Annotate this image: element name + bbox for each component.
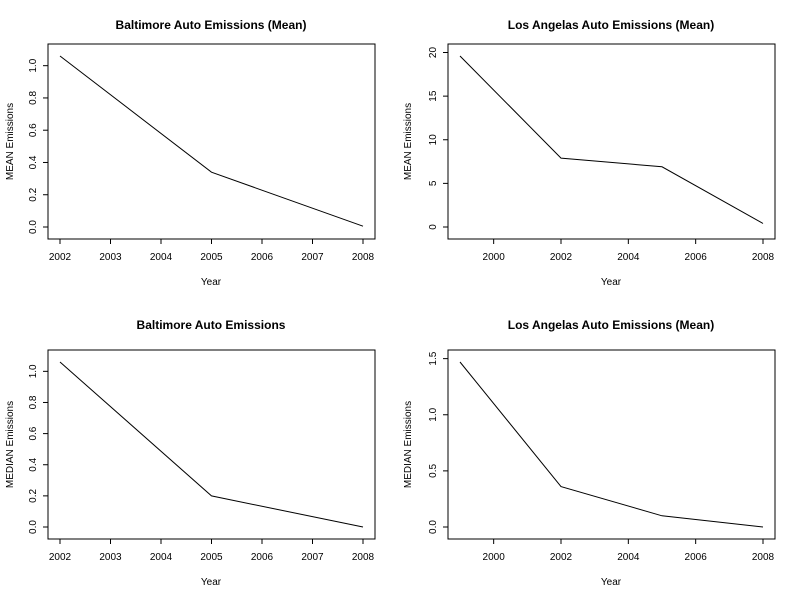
x-tick-label: 2008 [352, 552, 375, 563]
chart-title: Baltimore Auto Emissions [137, 318, 286, 332]
y-axis-label: MEDIAN Emissions [403, 401, 414, 488]
x-tick-label: 2000 [483, 252, 506, 263]
plot-frame [447, 43, 776, 240]
x-tick-label: 2005 [200, 252, 223, 263]
x-tick-label: 2005 [200, 552, 223, 563]
x-axis-label: Year [601, 577, 622, 588]
y-tick-label: 0 [428, 224, 439, 230]
x-tick-label: 2007 [301, 552, 324, 563]
chart-title: Los Angelas Auto Emissions (Mean) [508, 318, 714, 332]
x-tick-label: 2000 [483, 552, 506, 563]
x-tick-label: 2002 [550, 252, 573, 263]
y-tick-label: 5 [428, 180, 439, 186]
plot-frame [47, 43, 376, 240]
y-tick-label: 1.5 [428, 351, 439, 365]
x-axis-label: Year [601, 277, 622, 288]
x-axis-label: Year [201, 577, 222, 588]
x-tick-label: 2008 [752, 252, 775, 263]
y-tick-label: 15 [428, 90, 439, 102]
x-tick-label: 2006 [685, 252, 708, 263]
x-tick-label: 2002 [49, 252, 72, 263]
x-tick-label: 2004 [617, 252, 640, 263]
x-tick-label: 2004 [150, 252, 173, 263]
x-tick-label: 2003 [99, 552, 122, 563]
series-line [459, 55, 764, 224]
y-tick-label: 0.2 [28, 187, 39, 201]
y-axis-label: MEDIAN Emissions [5, 401, 16, 488]
series-line [59, 361, 364, 528]
y-tick-label: 0.0 [28, 520, 39, 534]
x-tick-label: 2002 [49, 552, 72, 563]
x-tick-label: 2004 [150, 552, 173, 563]
x-tick-label: 2007 [301, 252, 324, 263]
y-tick-label: 0.4 [28, 155, 39, 169]
y-tick-label: 1.0 [28, 364, 39, 378]
y-tick-label: 1.0 [28, 58, 39, 72]
chart-panel-1: Baltimore Auto Emissions (Mean) 2002 2003 2… [5, 18, 376, 288]
x-tick-label: 2006 [251, 552, 274, 563]
y-tick-label: 0.6 [28, 123, 39, 137]
y-tick-label: 10 [428, 134, 439, 146]
series-line [459, 361, 764, 528]
chart-panel-3: Baltimore Auto Emissions 2002 2003 2004 2005… [5, 318, 376, 588]
y-tick-label: 0.0 [428, 520, 439, 534]
x-tick-label: 2003 [99, 252, 122, 263]
y-tick-label: 20 [428, 47, 439, 59]
x-tick-label: 2008 [352, 252, 375, 263]
y-tick-label: 0.6 [28, 426, 39, 440]
y-tick-label: 0.8 [28, 395, 39, 409]
plot-frame [47, 349, 376, 540]
plot-frame [447, 349, 776, 540]
y-tick-label: 0.2 [28, 488, 39, 502]
chart-title: Baltimore Auto Emissions (Mean) [116, 18, 307, 32]
series-line [59, 55, 364, 227]
x-tick-label: 2006 [685, 552, 708, 563]
chart-panel-4: Los Angelas Auto Emissions (Mean) 2000 200… [403, 318, 776, 588]
y-tick-label: 0.8 [28, 91, 39, 105]
y-tick-label: 1.0 [428, 407, 439, 421]
x-tick-label: 2008 [752, 552, 775, 563]
chart-panel-2: Los Angelas Auto Emissions (Mean)2000 200… [403, 18, 776, 288]
chart-title: Los Angelas Auto Emissions (Mean) [508, 18, 714, 32]
x-axis-label: Year [201, 277, 222, 288]
x-tick-label: 2002 [550, 552, 573, 563]
y-tick-label: 0.4 [28, 457, 39, 471]
y-axis-label: MEAN Emissions [5, 103, 16, 180]
y-axis-label: MEAN Emissions [403, 103, 414, 180]
y-tick-label: 0.0 [28, 220, 39, 234]
x-tick-label: 2004 [617, 552, 640, 563]
y-tick-label: 0.5 [428, 463, 439, 477]
x-tick-label: 2006 [251, 252, 274, 263]
